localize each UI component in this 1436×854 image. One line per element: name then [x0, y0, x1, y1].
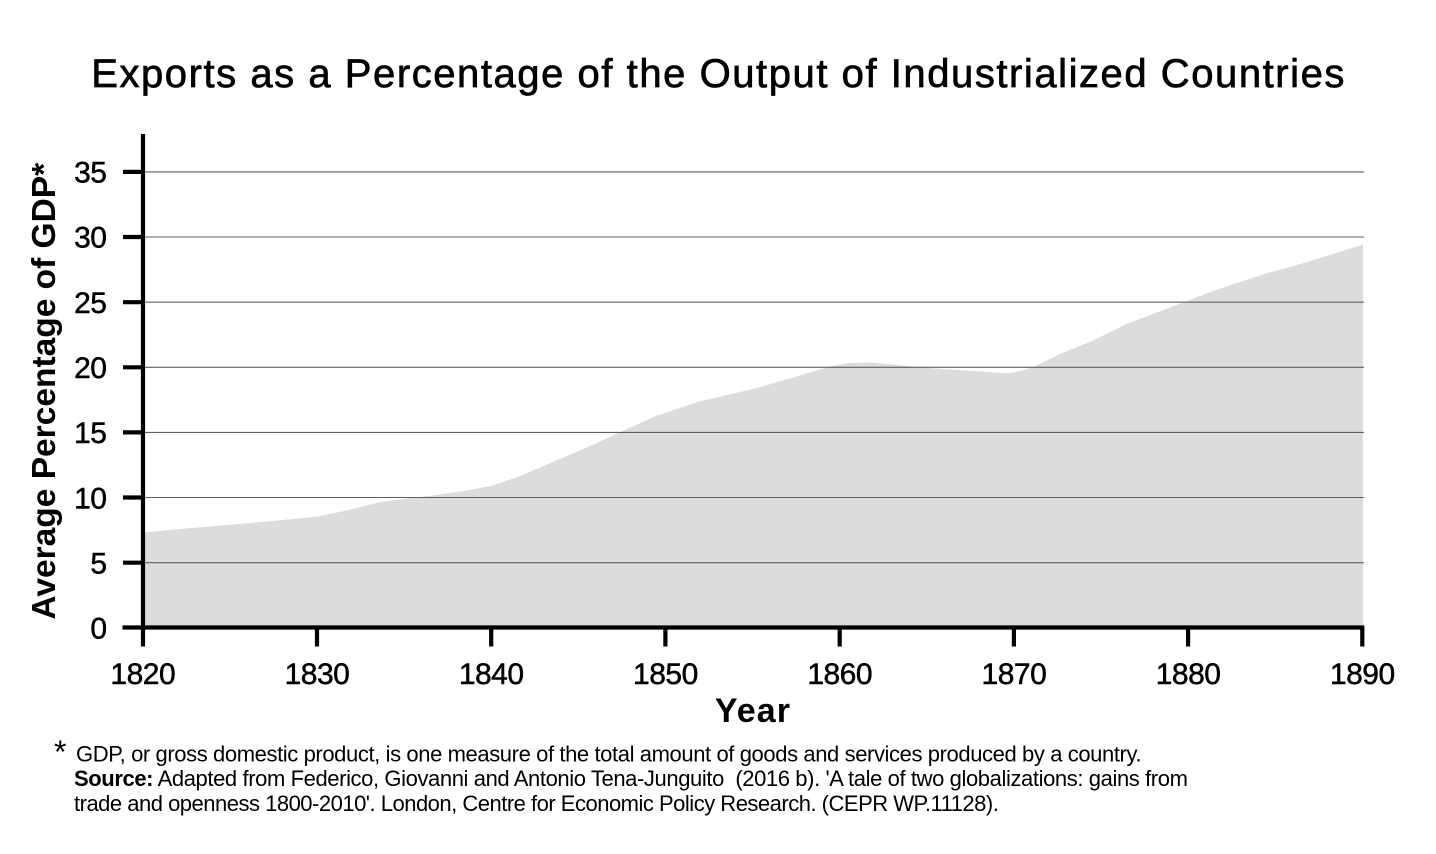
svg-text:0: 0: [90, 612, 106, 645]
svg-text:30: 30: [74, 222, 106, 255]
svg-text:35: 35: [74, 157, 106, 190]
svg-text:5: 5: [90, 548, 106, 581]
svg-text:1860: 1860: [807, 658, 872, 691]
svg-text:1820: 1820: [110, 658, 175, 691]
svg-text:Average Percentage of GDP*: Average Percentage of GDP*: [26, 163, 63, 620]
svg-text:1850: 1850: [633, 658, 698, 691]
svg-text:Year: Year: [715, 692, 791, 730]
svg-text:25: 25: [74, 287, 106, 320]
svg-text:trade and openness 1800-2010'.: trade and openness 1800-2010'. London, C…: [74, 791, 998, 816]
svg-text:Exports as a Percentage of the: Exports as a Percentage of the Output of…: [91, 52, 1346, 96]
svg-text:1890: 1890: [1330, 658, 1395, 691]
svg-text:Source: Adapted from Federico,: Source: Adapted from Federico, Giovanni …: [74, 766, 1188, 791]
svg-text:10: 10: [74, 482, 106, 515]
svg-text:1840: 1840: [459, 658, 524, 691]
svg-text:1870: 1870: [982, 658, 1047, 691]
svg-text:20: 20: [74, 352, 106, 385]
svg-text:GDP, or gross domestic product: GDP, or gross domestic product, is one m…: [76, 742, 1141, 767]
svg-text:1830: 1830: [285, 658, 350, 691]
svg-text:*: *: [54, 734, 66, 770]
svg-text:15: 15: [74, 417, 106, 450]
svg-text:1880: 1880: [1156, 658, 1221, 691]
